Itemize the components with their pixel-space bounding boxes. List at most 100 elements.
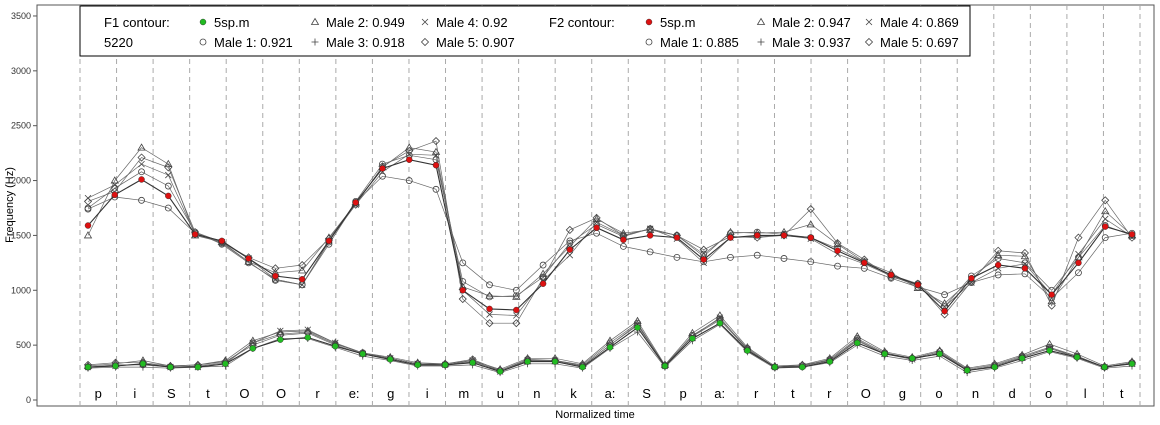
speaker-lines (83, 136, 1137, 377)
y-tick-label: 1000 (11, 285, 31, 295)
segment-label: r (754, 386, 759, 401)
segment-label: S (642, 386, 651, 401)
speaker-point (379, 172, 386, 180)
legend-marker (420, 37, 430, 47)
speaker-point (512, 319, 521, 328)
segment-label: t (206, 386, 210, 401)
speaker-line (87, 153, 1133, 316)
y-tick-label: 3500 (11, 11, 31, 21)
mean-point (994, 261, 1002, 269)
legend-f1-entry-3: Male 1: 0.921 (214, 35, 293, 50)
speaker-series-f2 (84, 150, 1136, 319)
segment-gridlines (79, 5, 1141, 406)
segment-label: r (827, 386, 832, 401)
speaker-point (833, 239, 842, 248)
speaker-point (513, 312, 520, 319)
legend-f2-title: F2 contour: (549, 15, 615, 30)
mean-point (167, 363, 174, 371)
mean-point (1128, 231, 1136, 238)
mean-point (112, 362, 119, 370)
mean-point (272, 272, 279, 280)
speaker-point (244, 257, 253, 265)
speaker-point (780, 255, 788, 262)
y-tick-label: 500 (16, 340, 31, 350)
mean-point (304, 334, 311, 341)
mean-point (909, 355, 916, 362)
mean-point (963, 367, 971, 374)
legend-box (79, 5, 971, 57)
y-axis-label: Frequency (Hz) (4, 167, 16, 243)
segment-label: i (133, 386, 136, 401)
segment-label: g (899, 386, 906, 401)
mean-point (352, 199, 359, 206)
segment-label: O (276, 386, 286, 401)
speaker-point (486, 311, 493, 318)
speaker-point (164, 182, 172, 190)
legend-f2-entry-2: Male 4: 0.869 (880, 15, 959, 30)
speaker-point (485, 291, 494, 299)
legend-f1-entry-5: Male 5: 0.907 (436, 35, 515, 50)
mean-point (191, 231, 199, 238)
mean-point (606, 344, 614, 351)
segment-label: O (861, 386, 871, 401)
segment-label: e: (349, 386, 360, 401)
speaker-line (87, 315, 1133, 370)
mean-point (387, 356, 394, 363)
speaker-line (87, 140, 1133, 324)
mean-point (854, 339, 861, 347)
mean-line (87, 159, 1133, 312)
segment-label: g (387, 386, 394, 401)
mean-point (689, 335, 696, 342)
speaker-point (297, 266, 307, 274)
mean-point (298, 276, 306, 283)
mean-point (332, 343, 339, 350)
mean-point (539, 280, 547, 287)
mean-point (1101, 363, 1108, 371)
speaker-point (83, 197, 93, 206)
speaker-point (994, 271, 1002, 279)
legend-f2-entry-3: Male 1: 0.885 (660, 35, 739, 50)
legend-f1-entry-2: Male 4: 0.92 (436, 15, 508, 30)
segment-label: O (239, 386, 249, 401)
speaker-point (485, 319, 494, 328)
speaker-point (512, 286, 520, 294)
mean-series-f1 (84, 319, 1136, 375)
mean-point (194, 363, 202, 371)
segment-label: m (458, 386, 469, 401)
mean-point (834, 247, 841, 254)
mean-point (138, 176, 145, 183)
speaker-point (164, 159, 173, 167)
mean-point (941, 307, 948, 315)
speaker-point (405, 143, 414, 151)
segment-label: o (1045, 386, 1052, 401)
speaker-point (565, 225, 574, 234)
speaker-point (1101, 215, 1109, 223)
speaker-point (137, 143, 146, 151)
speaker-point (164, 204, 172, 212)
legend-marker (865, 18, 873, 26)
mean-point (432, 161, 440, 169)
mean-point (84, 363, 92, 371)
mean-point (727, 234, 734, 241)
segment-label: i (426, 386, 429, 401)
mean-point (1021, 265, 1029, 272)
segment-label: r (315, 386, 320, 401)
mean-point (634, 324, 641, 331)
mean-point (646, 232, 654, 239)
speaker-point (646, 248, 654, 256)
speaker-point (538, 269, 548, 277)
mean-point (359, 350, 366, 358)
mean-point (139, 360, 147, 367)
mean-point (566, 246, 574, 253)
mean-point (661, 362, 669, 370)
segment-label: p (95, 386, 102, 401)
legend-marker (864, 37, 874, 47)
legend-marker (757, 38, 765, 46)
legend-marker (421, 18, 429, 26)
speaker-line (87, 147, 1133, 304)
mean-point (593, 224, 600, 231)
speaker-point (619, 242, 627, 250)
mean-point (780, 232, 788, 239)
segment-label: S (167, 386, 176, 401)
